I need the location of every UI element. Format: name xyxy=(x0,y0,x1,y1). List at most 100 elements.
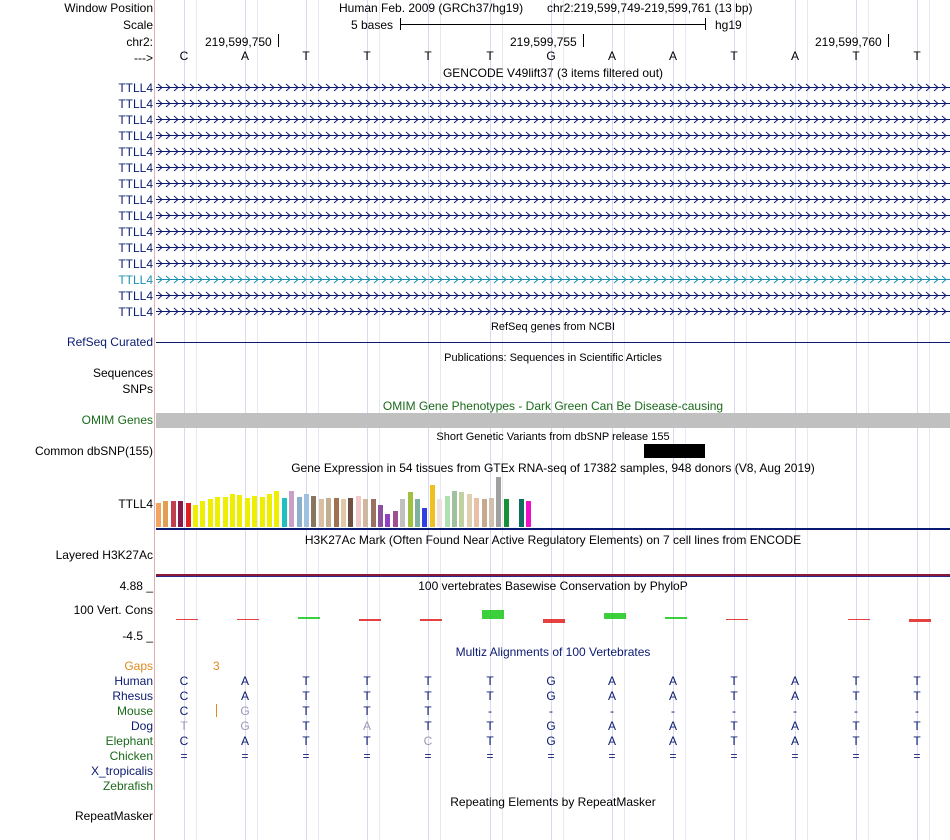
gtex-tissue-bar[interactable] xyxy=(429,485,435,527)
gtex-tissue-bar[interactable] xyxy=(267,494,272,527)
gtex-tissue-bar[interactable] xyxy=(400,499,406,527)
gtex-tissue-bar[interactable] xyxy=(407,492,413,527)
gtex-tissue-bar[interactable] xyxy=(466,494,472,527)
gtex-tissue-bar[interactable] xyxy=(459,492,465,527)
gtex-tissue-bar[interactable] xyxy=(185,503,191,527)
gtex-tissue-bar[interactable] xyxy=(252,496,258,527)
gencode-transcript[interactable] xyxy=(156,258,950,269)
sequences-label[interactable]: Sequences xyxy=(92,366,153,380)
mouse-insertion-mark[interactable] xyxy=(216,704,217,717)
gencode-transcript-label[interactable]: TTLL4 xyxy=(118,129,153,143)
species-label[interactable]: Mouse xyxy=(116,704,153,718)
gencode-transcript-label[interactable]: TTLL4 xyxy=(118,289,153,303)
position-text[interactable]: chr2:219,599,749-219,599,761 (13 bp) xyxy=(547,1,753,15)
gtex-tissue-bar[interactable] xyxy=(452,491,457,527)
gtex-tissue-bar[interactable] xyxy=(378,505,383,527)
gtex-tissue-bar[interactable] xyxy=(526,501,531,527)
phylop-score-bar[interactable] xyxy=(420,619,442,621)
species-label[interactable]: X_tropicalis xyxy=(90,764,153,778)
gtex-tissue-bar[interactable] xyxy=(244,498,250,527)
gtex-chart[interactable] xyxy=(156,476,536,527)
gencode-transcript[interactable] xyxy=(156,98,950,109)
gencode-transcript-label[interactable]: TTLL4 xyxy=(118,273,153,287)
species-label[interactable]: Human xyxy=(114,674,153,688)
phylop-score-bar[interactable] xyxy=(359,619,381,621)
phylop-score-bar[interactable] xyxy=(604,613,626,619)
gtex-tissue-bar[interactable] xyxy=(178,501,184,527)
gtex-tissue-bar[interactable] xyxy=(392,511,398,527)
gencode-transcript-label[interactable]: TTLL4 xyxy=(118,209,153,223)
gtex-tissue-bar[interactable] xyxy=(341,499,346,527)
gencode-transcript-label[interactable]: TTLL4 xyxy=(118,177,153,191)
gtex-tissue-bar[interactable] xyxy=(437,499,443,527)
gtex-tissue-bar[interactable] xyxy=(215,497,221,527)
gtex-tissue-bar[interactable] xyxy=(281,498,287,527)
species-label[interactable]: Rhesus xyxy=(112,689,153,703)
phylop-title[interactable]: 100 vertebrates Basewise Conservation by… xyxy=(156,579,950,593)
repeatmasker-label[interactable]: RepeatMasker xyxy=(74,809,153,823)
gencode-transcript-label[interactable]: TTLL4 xyxy=(118,81,153,95)
gtex-tissue-bar[interactable] xyxy=(296,497,302,527)
gtex-tissue-bar[interactable] xyxy=(489,498,494,527)
gtex-tissue-bar[interactable] xyxy=(385,514,391,527)
gencode-transcript[interactable] xyxy=(156,178,950,189)
gtex-tissue-bar[interactable] xyxy=(481,499,487,527)
gtex-tissue-bar[interactable] xyxy=(326,498,332,527)
gtex-tissue-bar[interactable] xyxy=(333,498,339,527)
gtex-tissue-bar[interactable] xyxy=(304,494,309,527)
phylop-score-bar[interactable] xyxy=(176,619,198,620)
omim-title[interactable]: OMIM Gene Phenotypes - Dark Green Can Be… xyxy=(382,399,724,413)
gencode-transcript-label[interactable]: TTLL4 xyxy=(118,113,153,127)
gtex-tissue-bar[interactable] xyxy=(496,477,502,527)
gtex-label[interactable]: TTLL4 xyxy=(118,497,153,511)
gencode-transcript[interactable] xyxy=(156,114,950,125)
dbsnp-title[interactable]: Short Genetic Variants from dbSNP releas… xyxy=(436,431,670,443)
omim-label[interactable]: OMIM Genes xyxy=(81,413,153,427)
gencode-transcript[interactable] xyxy=(156,210,950,221)
gencode-transcript[interactable] xyxy=(156,290,950,301)
gencode-transcript[interactable] xyxy=(156,162,950,173)
gtex-tissue-bar[interactable] xyxy=(518,499,524,527)
gtex-tissue-bar[interactable] xyxy=(370,499,376,527)
gencode-transcript[interactable] xyxy=(156,82,950,93)
gencode-title[interactable]: GENCODE V49lift37 (3 items filtered out) xyxy=(442,66,664,80)
gtex-tissue-bar[interactable] xyxy=(207,499,213,527)
h3k27ac-label[interactable]: Layered H3K27Ac xyxy=(55,548,153,562)
phylop-score-bar[interactable] xyxy=(237,619,259,620)
gtex-tissue-bar[interactable] xyxy=(311,496,317,527)
gencode-transcript[interactable] xyxy=(156,226,950,237)
species-label[interactable]: Chicken xyxy=(109,749,153,763)
species-label[interactable]: Elephant xyxy=(105,734,153,748)
gencode-transcript[interactable] xyxy=(156,242,950,253)
phylop-score-bar[interactable] xyxy=(298,617,320,619)
dbsnp-label[interactable]: Common dbSNP(155) xyxy=(34,444,153,458)
phylop-score-bar[interactable] xyxy=(726,619,748,620)
snps-label[interactable]: SNPs xyxy=(122,382,153,396)
gencode-transcript-label[interactable]: TTLL4 xyxy=(118,225,153,239)
gtex-tissue-bar[interactable] xyxy=(274,491,280,527)
gencode-transcript[interactable] xyxy=(156,130,950,141)
gencode-transcript-label[interactable]: TTLL4 xyxy=(118,97,153,111)
phylop-plot[interactable] xyxy=(156,595,950,639)
gtex-tissue-bar[interactable] xyxy=(200,501,206,527)
phylop-label[interactable]: 100 Vert. Cons xyxy=(73,603,153,617)
gtex-tissue-bar[interactable] xyxy=(422,508,428,527)
gtex-tissue-bar[interactable] xyxy=(289,491,295,527)
gap-count[interactable]: 3 xyxy=(213,659,220,673)
gencode-transcript[interactable] xyxy=(156,194,950,205)
gtex-tissue-bar[interactable] xyxy=(259,497,265,527)
gencode-transcript[interactable] xyxy=(156,306,950,317)
gtex-title[interactable]: Gene Expression in 54 tissues from GTEx … xyxy=(291,461,815,475)
publications-title[interactable]: Publications: Sequences in Scientific Ar… xyxy=(444,352,662,364)
gtex-tissue-bar[interactable] xyxy=(230,494,235,527)
phylop-score-bar[interactable] xyxy=(665,617,687,619)
gencode-transcript-label[interactable]: TTLL4 xyxy=(118,161,153,175)
gtex-tissue-bar[interactable] xyxy=(318,499,324,527)
gtex-tissue-bar[interactable] xyxy=(222,497,228,527)
refseq-title[interactable]: RefSeq genes from NCBI xyxy=(490,321,616,333)
gtex-tissue-bar[interactable] xyxy=(503,499,509,527)
phylop-score-bar[interactable] xyxy=(482,610,504,619)
phylop-title-text[interactable]: 100 vertebrates Basewise Conservation by… xyxy=(418,579,688,593)
gtex-tissue-bar[interactable] xyxy=(163,501,169,527)
gtex-tissue-bar[interactable] xyxy=(474,498,480,527)
